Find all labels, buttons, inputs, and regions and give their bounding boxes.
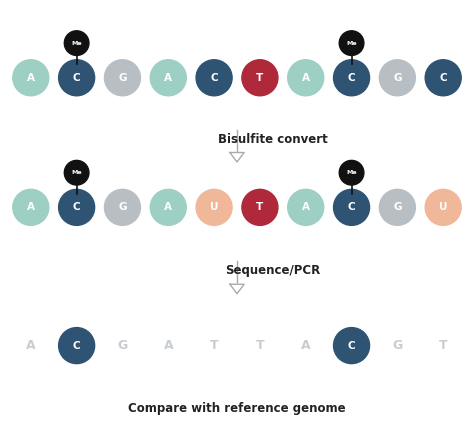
Ellipse shape	[104, 189, 140, 226]
Ellipse shape	[425, 60, 461, 96]
Text: Sequence/PCR: Sequence/PCR	[225, 264, 320, 277]
Text: C: C	[348, 340, 356, 351]
Text: G: G	[118, 202, 127, 213]
Text: G: G	[118, 339, 128, 352]
Text: T: T	[439, 339, 447, 352]
Text: T: T	[256, 202, 264, 213]
Text: G: G	[118, 73, 127, 83]
Text: C: C	[348, 73, 356, 83]
Text: A: A	[27, 202, 35, 213]
Ellipse shape	[64, 160, 89, 185]
Text: A: A	[302, 73, 310, 83]
Text: A: A	[26, 339, 36, 352]
Text: T: T	[256, 73, 264, 83]
Polygon shape	[230, 284, 244, 294]
Text: G: G	[393, 73, 401, 83]
Text: C: C	[348, 202, 356, 213]
Ellipse shape	[150, 60, 186, 96]
Text: C: C	[73, 340, 81, 351]
Text: C: C	[73, 202, 81, 213]
Ellipse shape	[150, 189, 186, 226]
Ellipse shape	[334, 189, 370, 226]
Ellipse shape	[379, 60, 415, 96]
Text: Me: Me	[71, 170, 82, 175]
Polygon shape	[230, 152, 244, 162]
Ellipse shape	[339, 160, 364, 185]
Ellipse shape	[339, 31, 364, 55]
Ellipse shape	[288, 60, 324, 96]
Ellipse shape	[59, 327, 95, 364]
Ellipse shape	[425, 189, 461, 226]
Text: G: G	[392, 339, 402, 352]
Text: U: U	[210, 202, 219, 213]
Text: C: C	[439, 73, 447, 83]
Text: Me: Me	[71, 41, 82, 46]
Ellipse shape	[196, 189, 232, 226]
Ellipse shape	[64, 31, 89, 55]
Ellipse shape	[196, 60, 232, 96]
Ellipse shape	[379, 189, 415, 226]
Text: U: U	[439, 202, 447, 213]
Ellipse shape	[334, 60, 370, 96]
Text: A: A	[27, 73, 35, 83]
Text: A: A	[164, 339, 173, 352]
Text: C: C	[73, 73, 81, 83]
Ellipse shape	[242, 60, 278, 96]
Text: T: T	[255, 339, 264, 352]
Text: C: C	[210, 73, 218, 83]
Text: T: T	[210, 339, 219, 352]
Text: A: A	[302, 202, 310, 213]
Text: G: G	[393, 202, 401, 213]
Ellipse shape	[334, 327, 370, 364]
Text: Me: Me	[346, 170, 357, 175]
Ellipse shape	[288, 189, 324, 226]
Text: Compare with reference genome: Compare with reference genome	[128, 402, 346, 415]
Ellipse shape	[242, 189, 278, 226]
Ellipse shape	[59, 60, 95, 96]
Text: A: A	[164, 73, 172, 83]
Ellipse shape	[104, 60, 140, 96]
Ellipse shape	[13, 189, 49, 226]
Text: Me: Me	[346, 41, 357, 46]
Ellipse shape	[13, 60, 49, 96]
Text: A: A	[164, 202, 172, 213]
Text: Bisulfite convert: Bisulfite convert	[218, 133, 328, 146]
Ellipse shape	[59, 189, 95, 226]
Text: A: A	[301, 339, 310, 352]
